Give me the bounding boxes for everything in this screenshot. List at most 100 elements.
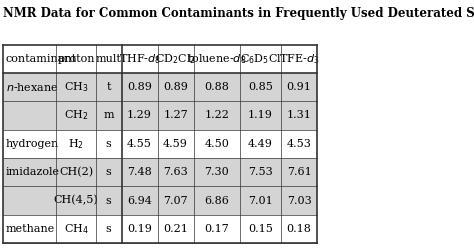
FancyBboxPatch shape: [3, 130, 56, 158]
Text: s: s: [106, 195, 111, 206]
Text: 7.53: 7.53: [248, 167, 273, 177]
FancyBboxPatch shape: [121, 130, 157, 158]
FancyBboxPatch shape: [281, 215, 317, 243]
Text: TFE-$\mathit{d}_3$: TFE-$\mathit{d}_3$: [279, 52, 319, 66]
Text: 7.03: 7.03: [287, 195, 311, 206]
FancyBboxPatch shape: [56, 130, 96, 158]
Text: 7.30: 7.30: [204, 167, 229, 177]
Text: 0.18: 0.18: [287, 224, 311, 234]
Text: CH(4,5): CH(4,5): [54, 195, 99, 206]
Text: 7.01: 7.01: [248, 195, 273, 206]
FancyBboxPatch shape: [96, 186, 121, 215]
Text: 1.19: 1.19: [248, 111, 273, 121]
Text: 7.61: 7.61: [287, 167, 311, 177]
FancyBboxPatch shape: [157, 130, 193, 158]
Text: m: m: [103, 111, 114, 121]
Text: H$_2$: H$_2$: [68, 137, 84, 151]
Text: 0.85: 0.85: [248, 82, 273, 92]
Text: 0.91: 0.91: [287, 82, 311, 92]
Text: CH$_2$: CH$_2$: [64, 109, 88, 123]
Text: THF-$\mathit{d}_8$: THF-$\mathit{d}_8$: [118, 52, 161, 66]
Text: C$_6$D$_5$Cl: C$_6$D$_5$Cl: [239, 52, 282, 66]
Text: imidazole: imidazole: [6, 167, 60, 177]
FancyBboxPatch shape: [121, 73, 157, 101]
FancyBboxPatch shape: [56, 215, 96, 243]
FancyBboxPatch shape: [193, 215, 240, 243]
FancyBboxPatch shape: [56, 186, 96, 215]
FancyBboxPatch shape: [3, 101, 56, 130]
Text: 0.19: 0.19: [127, 224, 152, 234]
FancyBboxPatch shape: [96, 45, 121, 73]
FancyBboxPatch shape: [56, 73, 96, 101]
Text: s: s: [106, 167, 111, 177]
Text: 1.22: 1.22: [204, 111, 229, 121]
FancyBboxPatch shape: [56, 45, 96, 73]
FancyBboxPatch shape: [240, 45, 281, 73]
FancyBboxPatch shape: [3, 186, 56, 215]
FancyBboxPatch shape: [240, 158, 281, 186]
FancyBboxPatch shape: [96, 73, 121, 101]
FancyBboxPatch shape: [96, 215, 121, 243]
FancyBboxPatch shape: [157, 45, 193, 73]
Text: toluene-$\mathit{d}_8$: toluene-$\mathit{d}_8$: [187, 52, 246, 66]
Text: t: t: [107, 82, 111, 92]
Text: 4.50: 4.50: [204, 139, 229, 149]
FancyBboxPatch shape: [157, 186, 193, 215]
FancyBboxPatch shape: [240, 130, 281, 158]
Text: 1.27: 1.27: [163, 111, 188, 121]
FancyBboxPatch shape: [193, 158, 240, 186]
Text: $\mathit{n}$-hexane: $\mathit{n}$-hexane: [6, 81, 58, 93]
Text: NMR Data for Common Contaminants in Frequently Used Deuterated Solvents: NMR Data for Common Contaminants in Freq…: [3, 7, 474, 20]
Text: s: s: [106, 224, 111, 234]
Text: 6.94: 6.94: [127, 195, 152, 206]
FancyBboxPatch shape: [121, 101, 157, 130]
Text: 0.21: 0.21: [163, 224, 188, 234]
Text: 4.59: 4.59: [163, 139, 188, 149]
Text: CH$_4$: CH$_4$: [64, 222, 89, 236]
Text: 4.55: 4.55: [127, 139, 152, 149]
FancyBboxPatch shape: [96, 158, 121, 186]
FancyBboxPatch shape: [193, 45, 240, 73]
FancyBboxPatch shape: [281, 186, 317, 215]
Text: proton: proton: [57, 54, 95, 64]
Text: 0.89: 0.89: [163, 82, 188, 92]
FancyBboxPatch shape: [56, 158, 96, 186]
FancyBboxPatch shape: [193, 130, 240, 158]
FancyBboxPatch shape: [157, 101, 193, 130]
FancyBboxPatch shape: [121, 186, 157, 215]
Text: hydrogen: hydrogen: [6, 139, 59, 149]
FancyBboxPatch shape: [281, 45, 317, 73]
FancyBboxPatch shape: [281, 158, 317, 186]
FancyBboxPatch shape: [193, 186, 240, 215]
Text: CD$_2$Cl$_2$: CD$_2$Cl$_2$: [155, 52, 196, 66]
Text: CH$_3$: CH$_3$: [64, 80, 88, 94]
Text: 0.89: 0.89: [127, 82, 152, 92]
FancyBboxPatch shape: [96, 101, 121, 130]
Text: 7.07: 7.07: [163, 195, 188, 206]
FancyBboxPatch shape: [121, 215, 157, 243]
Text: 7.48: 7.48: [127, 167, 152, 177]
FancyBboxPatch shape: [193, 73, 240, 101]
Text: contaminant: contaminant: [6, 54, 77, 64]
FancyBboxPatch shape: [157, 158, 193, 186]
FancyBboxPatch shape: [3, 158, 56, 186]
FancyBboxPatch shape: [121, 45, 157, 73]
FancyBboxPatch shape: [121, 158, 157, 186]
FancyBboxPatch shape: [157, 73, 193, 101]
FancyBboxPatch shape: [281, 130, 317, 158]
Text: 0.88: 0.88: [204, 82, 229, 92]
Text: methane: methane: [6, 224, 55, 234]
Text: 4.49: 4.49: [248, 139, 273, 149]
Text: 0.15: 0.15: [248, 224, 273, 234]
Text: CH(2): CH(2): [59, 167, 93, 177]
Text: 0.17: 0.17: [204, 224, 229, 234]
Text: s: s: [106, 139, 111, 149]
FancyBboxPatch shape: [96, 130, 121, 158]
Text: 7.63: 7.63: [163, 167, 188, 177]
FancyBboxPatch shape: [240, 101, 281, 130]
FancyBboxPatch shape: [56, 101, 96, 130]
FancyBboxPatch shape: [3, 45, 56, 73]
Text: mult: mult: [96, 54, 122, 64]
FancyBboxPatch shape: [3, 73, 56, 101]
Text: 4.53: 4.53: [287, 139, 311, 149]
